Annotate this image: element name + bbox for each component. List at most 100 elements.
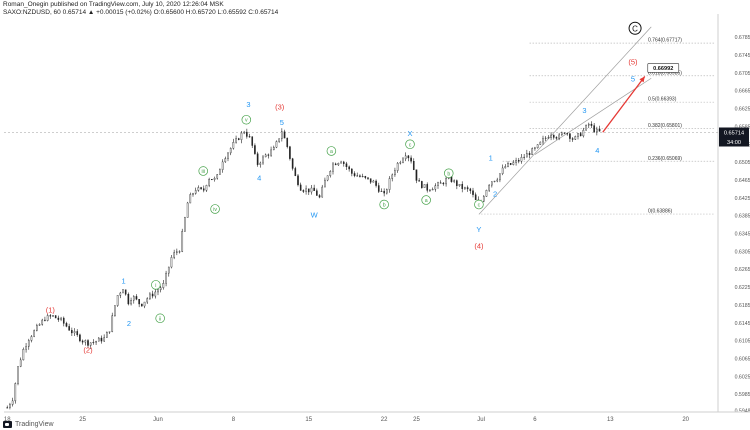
target-price-box (647, 63, 680, 73)
fib-level-label: 0.764(0.67717) (648, 38, 682, 44)
candle-body (138, 299, 140, 305)
candle-body (6, 407, 9, 409)
x-tick-label: 8 (232, 417, 236, 423)
candle-body (243, 131, 245, 134)
candle-body (299, 184, 302, 191)
wave-label-circle (474, 199, 484, 210)
wave-label: iii (201, 169, 204, 175)
candle-body (154, 291, 157, 297)
candle-body (375, 180, 377, 186)
candle-body (65, 323, 68, 327)
candle-body (539, 141, 542, 145)
x-tick-label: 25 (79, 417, 86, 423)
candle-body (407, 155, 410, 159)
candle-body (429, 189, 431, 191)
wave-label: b (447, 171, 450, 177)
candle-body (593, 125, 595, 133)
candle-body (509, 163, 512, 165)
candle-body (542, 138, 544, 143)
wave-label: 5 (280, 118, 284, 127)
candle-body (359, 175, 361, 177)
candle-body (264, 154, 267, 158)
candle-body (111, 315, 114, 332)
candle-body (399, 162, 402, 164)
symbol-quote-line: SAXO:NZDUSD, 60 0.65714 ▲ +0.00015 (+0.0… (3, 9, 279, 16)
wave-label: 1 (489, 154, 493, 163)
wave-label: (3) (275, 102, 285, 111)
fib-level-label: 0.618(0.66985) (648, 70, 682, 76)
candle-body (590, 123, 593, 126)
candle-body (25, 346, 27, 350)
wave-label-circle (628, 21, 642, 35)
candle-body (19, 359, 22, 367)
candle-body (517, 160, 520, 162)
candle-body (246, 131, 248, 137)
candle-body (30, 336, 33, 341)
candle-body (491, 181, 493, 186)
candle-body (356, 175, 359, 177)
candle-body (523, 156, 525, 158)
candle-body (81, 340, 84, 343)
candle-body (132, 296, 135, 301)
y-tick-label: 0.67850 (735, 35, 750, 41)
x-tick-label: 6 (533, 417, 537, 423)
candle-body (442, 182, 445, 185)
candle-body (278, 138, 280, 142)
candle-body (297, 175, 299, 186)
candle-body (307, 188, 310, 193)
target-price-label: 0.66992 (653, 66, 673, 72)
candle-body (394, 170, 396, 176)
countdown-badge (719, 137, 749, 147)
candle-body (256, 153, 259, 165)
candle-body (173, 252, 175, 258)
candle-body (493, 180, 496, 182)
candle-body (402, 158, 404, 163)
fib-level-label: 0(0.63886) (648, 209, 673, 215)
candle-body (342, 161, 345, 164)
candle-body (46, 315, 49, 321)
candle-body (332, 163, 334, 172)
candle-body (544, 137, 547, 139)
tradingview-brand[interactable]: TradingView (3, 421, 54, 428)
candle-body (310, 187, 313, 193)
wave-label: (2) (83, 346, 93, 355)
candle-body (423, 184, 426, 188)
candle-body (456, 180, 458, 186)
wave-label: X (407, 129, 412, 138)
candle-body (186, 202, 189, 218)
candle-body (73, 331, 76, 334)
candle-body (141, 303, 143, 307)
candle-body (237, 138, 240, 140)
candle-body (534, 147, 536, 149)
candle-body (547, 137, 550, 139)
candle-body (318, 195, 321, 198)
candle-body (38, 324, 41, 326)
wave-label: v (245, 118, 248, 124)
candle-body (294, 168, 297, 176)
candle-body (504, 166, 507, 169)
forecast-arrow-head (639, 76, 645, 83)
candle-body (283, 131, 286, 139)
wave-label: (5) (628, 58, 638, 67)
candle-body (552, 134, 555, 138)
candle-body (60, 317, 62, 320)
tradingview-logo-icon (3, 421, 12, 428)
candle-body (367, 177, 369, 179)
candle-body (531, 148, 534, 155)
channel-line (534, 77, 652, 155)
x-tick-label: 15 (305, 417, 312, 423)
wave-label-circle (421, 195, 431, 205)
candle-body (485, 190, 488, 197)
candle-body (488, 184, 490, 191)
candle-body (92, 341, 95, 343)
candle-body (216, 174, 219, 179)
channel-line (478, 26, 652, 215)
